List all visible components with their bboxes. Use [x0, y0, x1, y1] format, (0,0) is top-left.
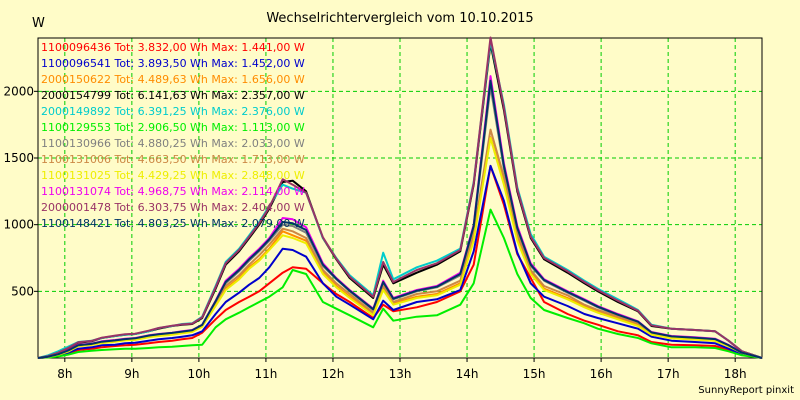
series-line-1100148421: [37, 79, 763, 359]
x-tick-label: 18h: [724, 367, 747, 381]
y-axis-ticks: 500 1000 1500 2000: [3, 84, 38, 298]
legend-entry-1100129553: 1100129553 Tot: 2.906,50 Wh Max: 1.113,0…: [41, 121, 305, 134]
x-tick-label: 10h: [187, 367, 210, 381]
x-tick-label: 12h: [322, 367, 345, 381]
x-tick-label: 8h: [57, 367, 72, 381]
legend-entry-2000150622: 2000150622 Tot: 4.489,63 Wh Max: 1.656,0…: [41, 73, 305, 86]
x-tick-label: 13h: [389, 367, 412, 381]
grid-lines: [38, 38, 762, 358]
y-tick-label: 2000: [3, 84, 34, 98]
y-axis-unit-label: W: [32, 16, 45, 31]
x-tick-label: 9h: [124, 367, 139, 381]
x-tick-label: 11h: [254, 367, 277, 381]
series-line-2000001478: [37, 36, 763, 359]
legend-entry-2000154799: 2000154799 Tot: 6.141,63 Wh Max: 2.357,0…: [41, 89, 305, 102]
legend-entry-1100131025: 1100131025 Tot: 4.429,25 Wh Max: 2.848,0…: [41, 169, 305, 182]
legend-entry-1100131074: 1100131074 Tot: 4.968,75 Wh Max: 2.114,0…: [41, 185, 305, 198]
legend: 1100096436 Tot: 3.832,00 Wh Max: 1.441,0…: [41, 41, 305, 230]
x-tick-label: 16h: [590, 367, 613, 381]
series-line-1100131025: [37, 137, 763, 359]
legend-entry-1100148421: 1100148421 Tot: 4.803,25 Wh Max: 2.079,0…: [41, 217, 305, 230]
legend-entry-1100096436: 1100096436 Tot: 3.832,00 Wh Max: 1.441,0…: [41, 41, 305, 54]
series-line-1100129553: [37, 208, 763, 359]
y-tick-label: 500: [11, 284, 34, 298]
credit-label: SunnyReport pinxit: [698, 385, 794, 396]
legend-entry-1100130966: 1100130966 Tot: 4.880,25 Wh Max: 2.033,0…: [41, 137, 305, 150]
series-lines: [37, 36, 763, 359]
x-tick-label: 17h: [657, 367, 680, 381]
legend-entry-2000001478: 2000001478 Tot: 6.303,75 Wh Max: 2.404,0…: [41, 201, 305, 214]
x-tick-label: 14h: [456, 367, 479, 381]
x-axis-ticks: 8h 9h 10h 11h 12h 13h 14h 15h 16h 17h 18h: [57, 358, 747, 381]
x-tick-label: 15h: [523, 367, 546, 381]
series-line-1100096541: [37, 164, 763, 359]
chart-title: Wechselrichtervergleich vom 10.10.2015: [266, 11, 533, 26]
legend-entry-1100131006: 1100131006 Tot: 4.663,50 Wh Max: 1.713,0…: [41, 153, 305, 166]
y-tick-label: 1000: [3, 218, 34, 232]
y-tick-label: 1500: [3, 151, 34, 165]
legend-entry-1100096541: 1100096541 Tot: 3.893,50 Wh Max: 1.452,0…: [41, 57, 305, 70]
legend-entry-2000149892: 2000149892 Tot: 6.391,25 Wh Max: 2.376,0…: [41, 105, 305, 118]
